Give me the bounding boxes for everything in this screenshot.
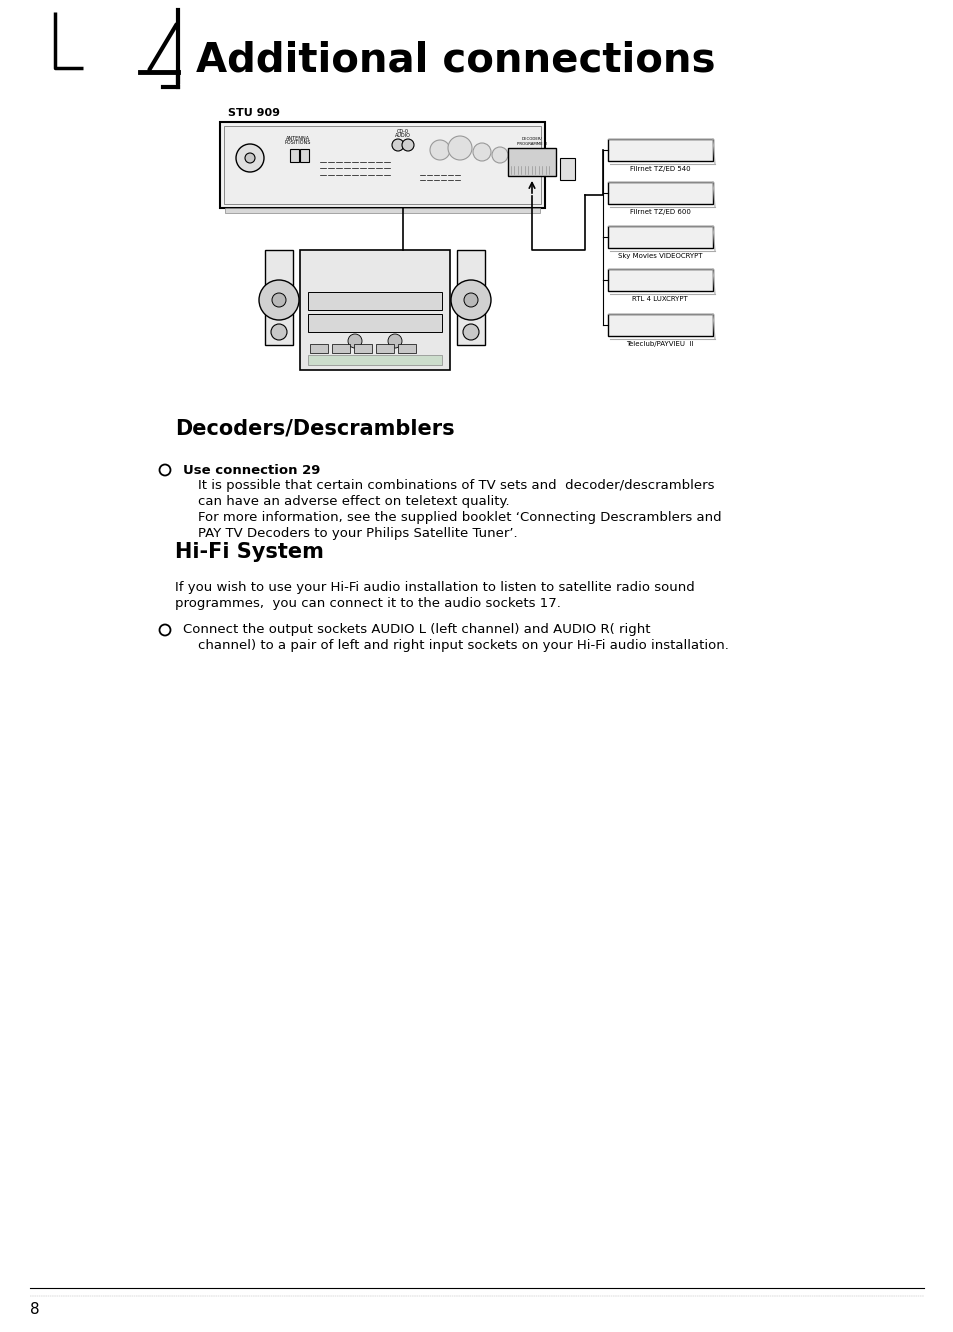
- Bar: [299, 149, 309, 163]
- Bar: [607, 314, 712, 336]
- Bar: [308, 314, 441, 332]
- Bar: [299, 250, 450, 370]
- Bar: [310, 344, 328, 353]
- Circle shape: [348, 334, 361, 348]
- Circle shape: [401, 139, 414, 151]
- Text: STU 909: STU 909: [228, 108, 280, 119]
- Text: can have an adverse effect on teletext quality.: can have an adverse effect on teletext q…: [198, 496, 509, 509]
- Circle shape: [463, 293, 477, 306]
- Text: DECODER/
PROGRAMME PI: DECODER/ PROGRAMME PI: [517, 137, 547, 147]
- Text: programmes,  you can connect it to the audio sockets 17.: programmes, you can connect it to the au…: [174, 598, 560, 610]
- Bar: [607, 269, 712, 290]
- Text: For more information, see the supplied booklet ‘Connecting Descramblers and: For more information, see the supplied b…: [198, 511, 720, 525]
- Bar: [265, 250, 293, 345]
- Bar: [607, 182, 712, 204]
- Text: It is possible that certain combinations of TV sets and  decoder/descramblers: It is possible that certain combinations…: [198, 480, 714, 493]
- Circle shape: [462, 324, 478, 340]
- Circle shape: [492, 147, 507, 163]
- Bar: [220, 123, 544, 208]
- Bar: [290, 149, 298, 163]
- Circle shape: [159, 625, 171, 635]
- Text: channel) to a pair of left and right input sockets on your Hi-Fi audio installat: channel) to a pair of left and right inp…: [198, 639, 728, 653]
- Text: Additional connections: Additional connections: [195, 40, 715, 80]
- Bar: [607, 139, 712, 161]
- Circle shape: [388, 334, 401, 348]
- Text: POSITIONS: POSITIONS: [285, 140, 311, 145]
- Circle shape: [392, 139, 403, 151]
- Text: Hi-Fi System: Hi-Fi System: [174, 542, 323, 562]
- Text: Filrnet TZ/ED 540: Filrnet TZ/ED 540: [629, 166, 690, 172]
- Circle shape: [245, 153, 254, 163]
- Circle shape: [159, 465, 171, 476]
- Bar: [224, 127, 540, 204]
- Bar: [308, 356, 441, 365]
- Text: AUDIO: AUDIO: [395, 133, 411, 139]
- Text: Connect the output sockets AUDIO L (left channel) and AUDIO R( right: Connect the output sockets AUDIO L (left…: [183, 623, 650, 637]
- Bar: [225, 208, 539, 213]
- Circle shape: [272, 293, 286, 306]
- Bar: [559, 159, 575, 180]
- Bar: [375, 344, 394, 353]
- Circle shape: [448, 136, 472, 160]
- Circle shape: [235, 144, 264, 172]
- Text: Teleclub/PAYVIEU  II: Teleclub/PAYVIEU II: [625, 341, 693, 348]
- Text: CD-0: CD-0: [396, 129, 409, 135]
- Bar: [607, 226, 712, 248]
- Text: Use connection 29: Use connection 29: [183, 464, 320, 477]
- Bar: [354, 344, 372, 353]
- Text: RTL 4 LUXCRYPT: RTL 4 LUXCRYPT: [632, 296, 687, 302]
- Bar: [332, 344, 350, 353]
- Circle shape: [271, 324, 287, 340]
- Text: Decoders/Descramblers: Decoders/Descramblers: [174, 418, 455, 438]
- Bar: [397, 344, 416, 353]
- Circle shape: [473, 143, 491, 161]
- Circle shape: [430, 140, 450, 160]
- Text: 8: 8: [30, 1303, 40, 1317]
- Text: Filrnet TZ/ED 600: Filrnet TZ/ED 600: [629, 209, 690, 214]
- Text: If you wish to use your Hi-Fi audio installation to listen to satellite radio so: If you wish to use your Hi-Fi audio inst…: [174, 582, 694, 594]
- Bar: [456, 250, 484, 345]
- Text: Sky Movies VIDEOCRYPT: Sky Movies VIDEOCRYPT: [618, 253, 701, 258]
- Text: ANTENNA: ANTENNA: [286, 136, 310, 141]
- Circle shape: [451, 280, 491, 320]
- Bar: [507, 148, 556, 176]
- Bar: [308, 292, 441, 310]
- Circle shape: [258, 280, 298, 320]
- Text: PAY TV Decoders to your Philips Satellite Tuner’.: PAY TV Decoders to your Philips Satellit…: [198, 527, 517, 541]
